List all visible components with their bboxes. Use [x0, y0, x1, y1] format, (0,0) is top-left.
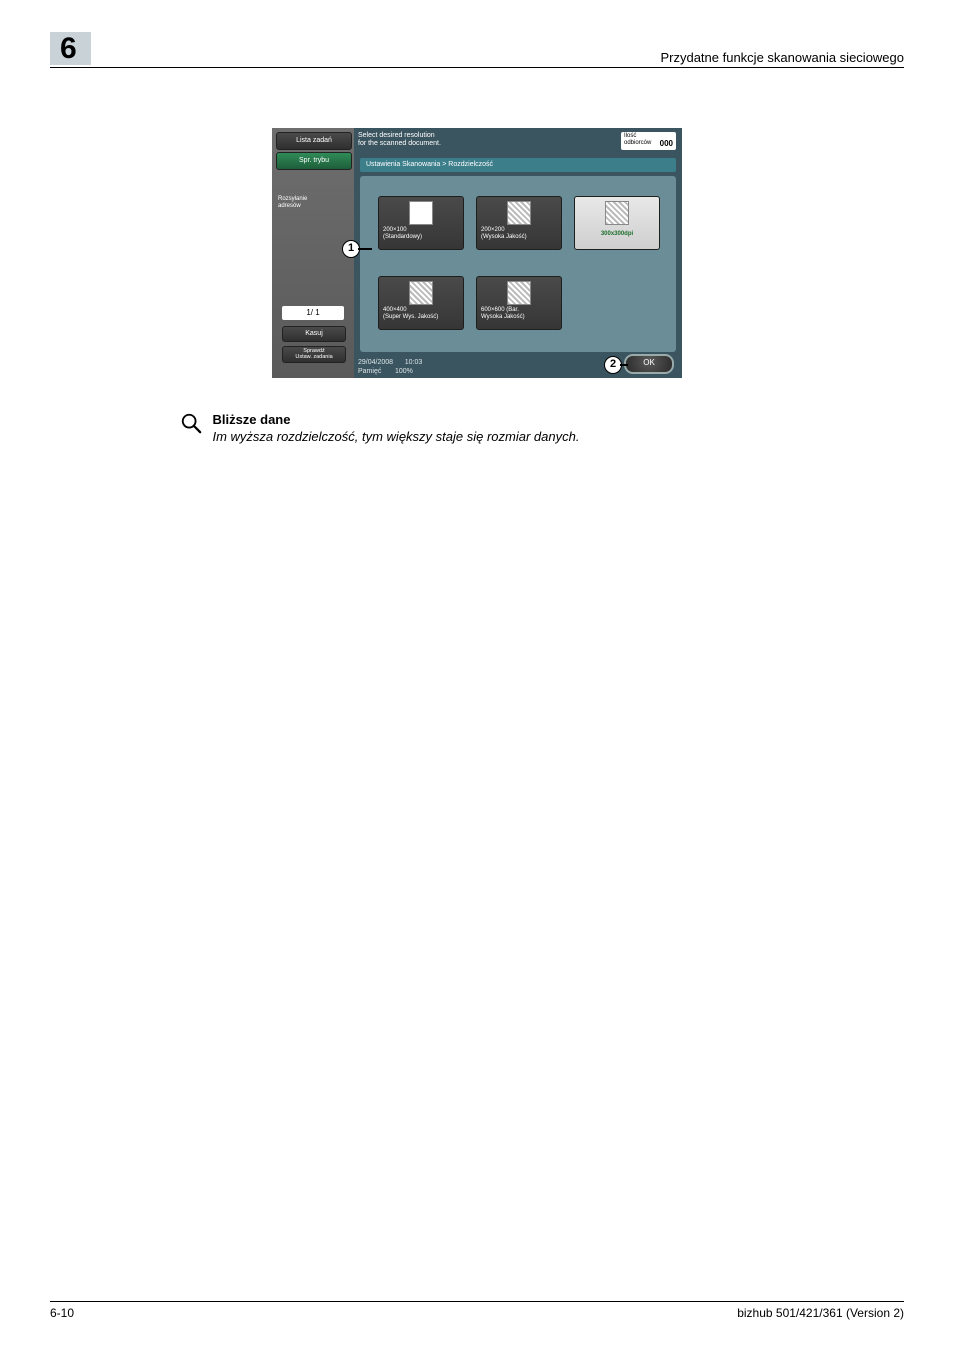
grid-icon: [409, 281, 433, 305]
check-settings-button[interactable]: Sprawdź Ustaw. zadania: [282, 346, 346, 363]
option-600x600[interactable]: 600×600 (Bar. Wysoka Jakość): [476, 276, 562, 330]
detail-note: Bliższe dane Im wyższa rozdzielczość, ty…: [180, 412, 904, 444]
ok-button[interactable]: OK: [624, 354, 674, 374]
sidebar: Lista zadań Spr. trybu Rozsyłanie adresó…: [272, 128, 354, 378]
option-200x200[interactable]: 200×200 (Wysoka Jakość): [476, 196, 562, 250]
delete-button[interactable]: Kasuj: [282, 326, 346, 342]
option-400x400[interactable]: 400×400 (Super Wys. Jakość): [378, 276, 464, 330]
page-indicator: 1/ 1: [282, 306, 344, 320]
tab-job-list[interactable]: Lista zadań: [276, 132, 352, 150]
chapter-number: 6: [50, 32, 91, 65]
grid-icon: [605, 201, 629, 225]
option-label: 200×100 (Standardowy): [383, 227, 459, 240]
tab-check-mode[interactable]: Spr. trybu: [276, 152, 352, 170]
footer-right: bizhub 501/421/361 (Version 2): [737, 1306, 904, 1320]
magnifier-icon: [180, 412, 202, 439]
status-mem-value: 100%: [395, 368, 413, 375]
status-bar: 29/04/2008 10:03 Pamięć 100%: [358, 359, 422, 376]
grid-icon: [409, 201, 433, 225]
page-footer: 6-10 bizhub 501/421/361 (Version 2): [50, 1301, 904, 1320]
callout-2-line: [620, 364, 628, 366]
instruction-text: Select desired resolution for the scanne…: [358, 132, 441, 149]
status-mem-label: Pamięć: [358, 368, 381, 375]
status-date: 29/04/2008: [358, 359, 393, 366]
counter-label: Ilość odbiorców: [624, 133, 651, 146]
header-right-text: Przydatne funkcje skanowania sieciowego: [660, 50, 904, 65]
page-header: 6 Przydatne funkcje skanowania siecioweg…: [50, 32, 904, 68]
option-200x100[interactable]: 200×100 (Standardowy): [378, 196, 464, 250]
options-panel: 200×100 (Standardowy) 200×200 (Wysoka Ja…: [360, 176, 676, 352]
detail-heading: Bliższe dane: [212, 412, 579, 427]
device-screenshot: Lista zadań Spr. trybu Rozsyłanie adresó…: [272, 128, 682, 378]
grid-icon: [507, 281, 531, 305]
option-label: 300x300dpi: [579, 231, 655, 238]
option-label: 200×200 (Wysoka Jakość): [481, 227, 557, 240]
callout-1-line: [358, 248, 372, 250]
main-panel: Select desired resolution for the scanne…: [354, 128, 682, 378]
option-label: 600×600 (Bar. Wysoka Jakość): [481, 307, 557, 320]
grid-icon: [507, 201, 531, 225]
breadcrumb: Ustawienia Skanowania > Rozdzielczość: [360, 158, 676, 172]
sidebar-label-broadcast: Rozsyłanie adresów: [278, 196, 348, 209]
option-label: 400×400 (Super Wys. Jakość): [383, 307, 459, 320]
detail-body: Im wyższa rozdzielczość, tym większy sta…: [212, 429, 579, 444]
counter-value: 000: [660, 140, 673, 149]
footer-left: 6-10: [50, 1306, 74, 1320]
recipient-counter: Ilość odbiorców 000: [621, 132, 676, 150]
option-300x300-selected[interactable]: 300x300dpi: [574, 196, 660, 250]
status-time: 10:03: [405, 359, 423, 366]
